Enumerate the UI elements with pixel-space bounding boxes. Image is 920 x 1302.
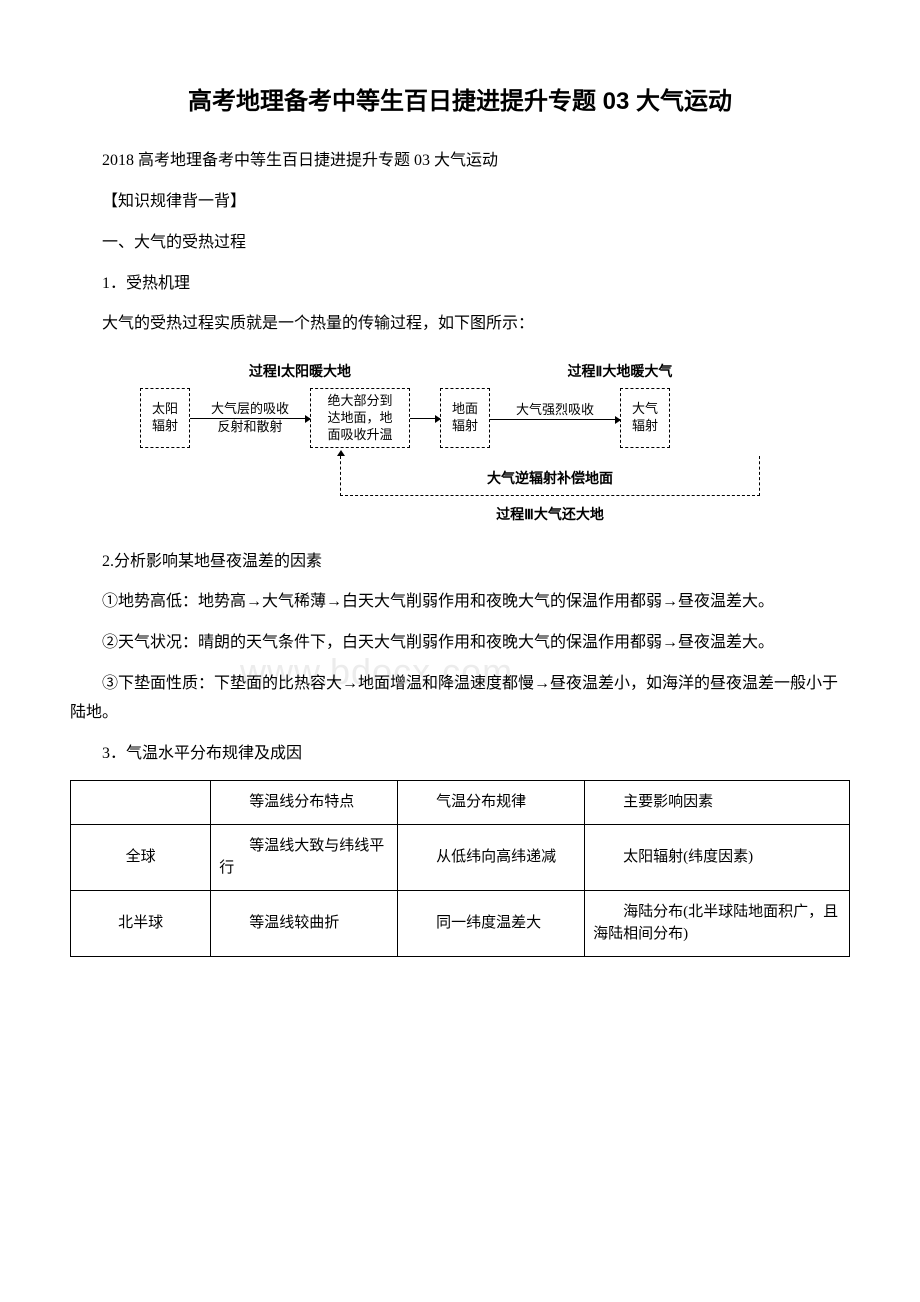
section-1-2-heading: 2.分析影响某地昼夜温差的因素 [70,548,850,577]
box-ground-radiation: 地面辐射 [440,388,490,448]
box-reach-ground: 绝大部分到达地面，地面吸收升温 [310,388,410,448]
box-atmo-radiation: 大气辐射 [620,388,670,448]
table-header-cell: 等温线分布特点 [211,781,398,825]
arrow-3 [490,419,620,420]
table-cell: 海陆分布(北半球陆地面积广，且海陆相间分布) [585,890,850,956]
flow-strong-absorb-label: 大气强烈吸收 [490,402,620,419]
temperature-distribution-table: 等温线分布特点 气温分布规律 主要影响因素 全球 等温线大致与纬线平行 从低纬向… [70,780,850,957]
back-caption: 过程Ⅲ大气还大地 [340,502,760,527]
table-cell: 北半球 [71,890,211,956]
flow-reflect-label: 反射和散射 [190,419,310,436]
factor-2: ②天气状况：晴朗的天气条件下，白天大气削弱作用和夜晚大气的保温作用都弱→昼夜温差… [70,629,850,658]
table-header-cell: 主要影响因素 [585,781,850,825]
factor-1: ①地势高低：地势高→大气稀薄→白天大气削弱作用和夜晚大气的保温作用都弱→昼夜温差… [70,588,850,617]
table-cell: 全球 [71,824,211,890]
table-cell: 太阳辐射(纬度因素) [585,824,850,890]
arrow-2 [410,418,440,419]
section-1-3-heading: 3．气温水平分布规律及成因 [70,740,850,769]
section-1-heading: 一、大气的受热过程 [70,229,850,258]
section-1-1-heading: 1．受热机理 [70,270,850,299]
table-row: 等温线分布特点 气温分布规律 主要影响因素 [71,781,850,825]
arrow-1 [190,418,310,419]
page-title: 高考地理备考中等生百日捷进提升专题 03 大气运动 [70,80,850,123]
diagram-header-right: 过程Ⅱ大地暖大气 [460,359,780,384]
section-knowledge: 【知识规律背一背】 [70,188,850,217]
table-row: 全球 等温线大致与纬线平行 从低纬向高纬递减 太阳辐射(纬度因素) [71,824,850,890]
back-arrow-box: 大气逆辐射补偿地面 [340,456,760,496]
factor-3: ③下垫面性质：下垫面的比热容大→地面增温和降温速度都慢→昼夜温差小，如海洋的昼夜… [70,670,850,728]
table-cell: 等温线较曲折 [211,890,398,956]
back-arrow-label: 大气逆辐射补偿地面 [341,466,759,491]
table-cell: 从低纬向高纬递减 [398,824,585,890]
subtitle-line: 2018 高考地理备考中等生百日捷进提升专题 03 大气运动 [70,147,850,176]
box-sun-radiation: 太阳辐射 [140,388,190,448]
table-header-cell: 气温分布规律 [398,781,585,825]
table-row: 北半球 等温线较曲折 同一纬度温差大 海陆分布(北半球陆地面积广，且海陆相间分布… [71,890,850,956]
table-cell: 等温线大致与纬线平行 [211,824,398,890]
table-header-cell [71,781,211,825]
flow-absorb-label: 大气层的吸收 [190,401,310,418]
section-1-1-desc: 大气的受热过程实质就是一个热量的传输过程，如下图所示： [70,310,850,339]
heat-process-diagram: 过程Ⅰ太阳暖大地 过程Ⅱ大地暖大气 太阳辐射 大气层的吸收 反射和散射 绝大部分… [140,359,780,527]
diagram-header-left: 过程Ⅰ太阳暖大地 [140,359,460,384]
table-cell: 同一纬度温差大 [398,890,585,956]
document-content: 高考地理备考中等生百日捷进提升专题 03 大气运动 2018 高考地理备考中等生… [70,80,850,957]
